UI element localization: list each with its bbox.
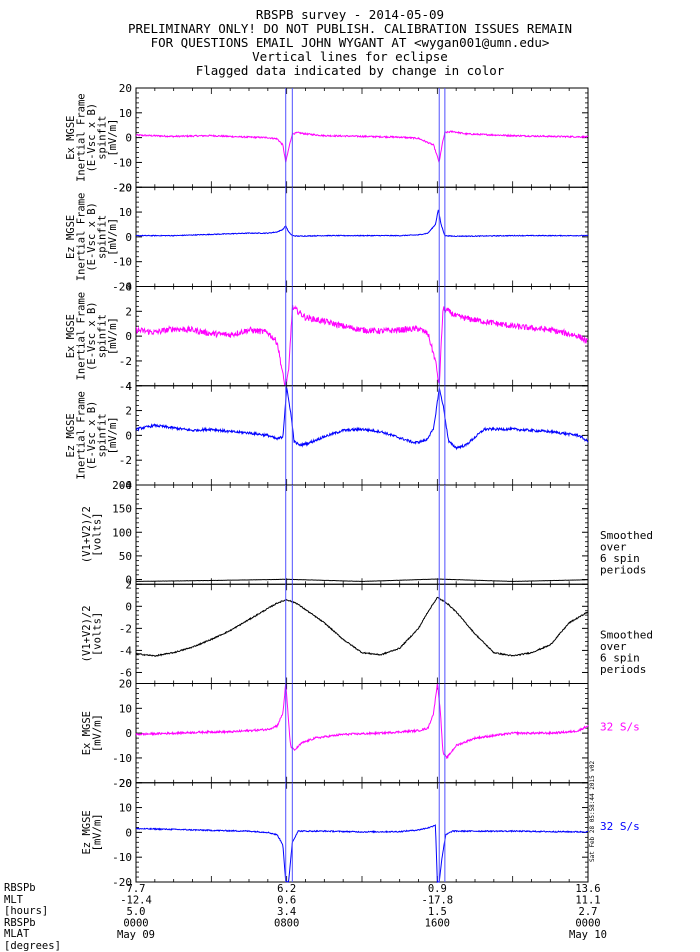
xaxis-label-3-3: 0000 [575,918,600,930]
ytick-label-ez-inertial-20-4: 20 [119,181,132,194]
timestamp-label: Sat Feb 28 05:58:44 2015 v02 [589,760,596,862]
xaxis-label-1-3: 0800 [274,918,299,930]
panel-frame-ez-inertial-20 [136,187,588,286]
ytick-label-ex-inertial-4-1: -2 [119,355,132,368]
ylabel-ex-20-32sps: Ex MGSE[mV/m] [81,711,104,755]
ylabel-line-v12-6-1: [volts] [91,612,103,656]
panel-note-ex-20-32sps-0: 32 S/s [600,721,640,734]
ytick-label-ex-inertial-20-2: 0 [125,132,132,145]
row-title-mlat: MLAT [4,929,61,941]
row-title-rbspb: RBSPb [4,883,61,895]
ytick-label-v12-6-1: -4 [119,644,133,657]
xaxis-label-0-3: 0000 [123,918,148,930]
ylabel-line-ex-inertial-20-4: [mV/m] [107,119,119,157]
row-title-degrees: [degrees] [4,941,61,952]
ytick-label-ez-inertial-4-4: 4 [125,380,132,393]
xaxis-label-2-2: 1.5 [428,906,447,918]
panel-frame-v12-6 [136,584,588,683]
ytick-label-ex-inertial-4-4: 4 [125,281,132,294]
ytick-label-v12-6-3: 0 [125,600,132,613]
ytick-label-ez-inertial-4-3: 2 [125,405,132,418]
ytick-label-ez-inertial-20-2: 0 [125,231,132,244]
xaxis-label-2-1: -17.8 [422,895,454,907]
ytick-label-ex-20-32sps-4: 20 [119,678,132,691]
ytick-label-ez-20-32sps-3: 10 [119,802,132,815]
ylabel-ex-inertial-20: Ex MGSEInertial Frame(E-Vsc x B)spinfit[… [65,93,119,182]
series-line-ez-20-32sps [136,825,588,882]
ylabel-ex-inertial-4: Ex MGSEInertial Frame(E-Vsc x B)spinfit[… [65,292,119,381]
ytick-label-ex-inertial-20-1: -10 [112,156,132,169]
xaxis-label-3-0: 13.6 [575,883,600,895]
xaxis-label-1-1: 0.6 [277,895,296,907]
ytick-label-v12-200-1: 50 [119,550,132,563]
x-axis-info-labels: RBSPb MLT [hours] RBSPb MLAT [degrees] [4,883,61,952]
panel-frame-ex-inertial-20 [136,88,588,187]
ytick-label-ez-inertial-4-1: -2 [119,454,132,467]
panel-frame-ez-inertial-4 [136,386,588,485]
ylabel-line-ex-20-32sps-1: [mV/m] [91,714,103,752]
xaxis-label-2-0: 0.9 [428,883,447,895]
row-title-hours: [hours] [4,906,61,918]
ytick-label-v12-200-2: 100 [112,526,132,539]
ytick-label-ez-20-32sps-2: 0 [125,826,132,839]
ylabel-line-ez-20-32sps-1: [mV/m] [91,813,103,851]
series-line-v12-6 [136,597,588,656]
ytick-label-ex-inertial-4-2: 0 [125,330,132,343]
ylabel-ez-20-32sps: Ez MGSE[mV/m] [81,810,104,854]
panel-note-v12-6-3: periods [600,663,646,676]
ytick-label-ez-20-32sps-1: -10 [112,851,132,864]
ytick-label-v12-6-2: -2 [119,622,132,635]
ytick-label-v12-6-4: 2 [125,578,132,591]
ylabel-v12-6: (V1+V2)/2[volts] [81,605,104,662]
ytick-label-ez-inertial-4-2: 0 [125,429,132,442]
xaxis-label-2-3: 1600 [425,918,450,930]
series-line-ex-20-32sps [136,684,588,759]
ylabel-line-ez-inertial-4-4: [mV/m] [107,416,119,454]
xaxis-label-0-1: -12.4 [120,895,152,907]
ytick-label-ez-20-32sps-4: 20 [119,777,132,790]
xaxis-label-0-0: 7.7 [127,883,146,895]
xaxis-label-3-4: May 10 [569,929,607,941]
ytick-label-ex-20-32sps-2: 0 [125,727,132,740]
panel-frame-v12-200 [136,485,588,584]
ytick-label-v12-200-3: 150 [112,503,132,516]
panel-note-ez-20-32sps-0: 32 S/s [600,820,640,833]
ylabel-v12-200: (V1+V2)/2[volts] [81,506,104,563]
panel-note-v12-200-3: periods [600,564,646,577]
xaxis-label-3-1: 11.1 [575,895,600,907]
series-line-ex-inertial-4 [136,305,588,386]
ytick-label-v12-200-4: 200 [112,479,132,492]
ytick-label-ex-inertial-20-3: 10 [119,107,132,120]
series-line-ex-inertial-20 [136,131,588,162]
series-line-ez-inertial-20 [136,210,588,237]
xaxis-label-0-2: 5.0 [127,906,146,918]
series-line-ez-inertial-4 [136,388,588,449]
ylabel-line-ez-inertial-20-4: [mV/m] [107,218,119,256]
xaxis-label-1-0: 6.2 [277,883,296,895]
ylabel-ez-inertial-4: Ez MGSEInertial Frame(E-Vsc x B)spinfit[… [65,391,119,480]
ylabel-line-ex-inertial-4-4: [mV/m] [107,317,119,355]
ytick-label-ez-inertial-20-3: 10 [119,206,132,219]
ylabel-line-v12-200-1: [volts] [91,512,103,556]
ytick-label-ez-inertial-20-1: -10 [112,256,132,269]
ytick-label-ex-inertial-20-4: 20 [119,82,132,95]
xaxis-label-1-2: 3.4 [277,906,296,918]
ytick-label-ex-20-32sps-1: -10 [112,752,132,765]
xaxis-label-0-4: May 09 [117,929,155,941]
ytick-label-ex-20-32sps-3: 10 [119,702,132,715]
ylabel-ez-inertial-20: Ez MGSEInertial Frame(E-Vsc x B)spinfit[… [65,193,119,282]
ytick-label-ex-inertial-4-3: 2 [125,305,132,318]
panel-frame-ex-inertial-4 [136,287,588,386]
xaxis-label-3-2: 2.7 [579,906,598,918]
